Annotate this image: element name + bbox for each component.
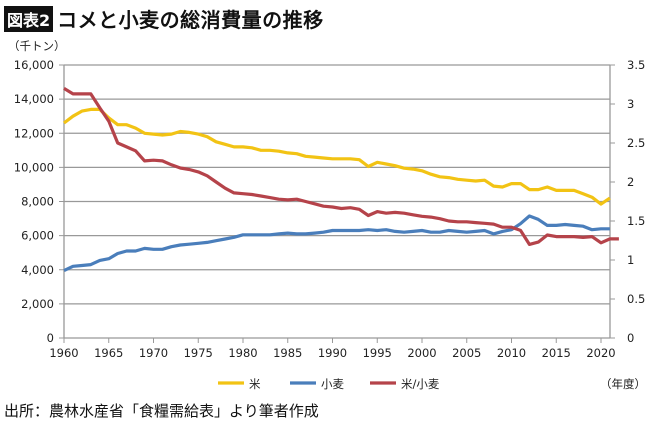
x-tick-label: 1975 xyxy=(184,346,213,360)
y2-tick-label: 0.5 xyxy=(627,292,645,306)
x-tick-label: 2020 xyxy=(586,346,615,360)
y-tick-label: 4,000 xyxy=(21,263,54,277)
y2-tick-label: 2 xyxy=(627,175,634,189)
x-tick-label: 1985 xyxy=(273,346,302,360)
x-tick-label: 1995 xyxy=(363,346,392,360)
x-tick-label: 1960 xyxy=(49,346,78,360)
x-tick-label: 1990 xyxy=(318,346,347,360)
y-tick-label: 10,000 xyxy=(14,160,54,174)
y-tick-label: 2,000 xyxy=(21,297,54,311)
x-tick-label: 2005 xyxy=(452,346,481,360)
y-axis-label: （千トン） xyxy=(8,39,66,53)
y2-tick-label: 1.5 xyxy=(627,214,645,228)
y2-tick-label: 0 xyxy=(627,331,634,345)
y-tick-label: 14,000 xyxy=(14,92,54,106)
series-line-0 xyxy=(63,107,611,206)
legend-label: 米/小麦 xyxy=(401,377,440,391)
series-line-2 xyxy=(63,87,619,246)
x-tick-label: 1965 xyxy=(94,346,123,360)
y2-tick-label: 1 xyxy=(627,253,634,267)
y-tick-label: 6,000 xyxy=(21,229,54,243)
x-tick-label: 2015 xyxy=(542,346,571,360)
y2-tick-label: 3 xyxy=(627,97,634,111)
y2-tick-label: 3.5 xyxy=(627,58,645,72)
x-tick-label: 2000 xyxy=(407,346,436,360)
title-text: コメと小麦の総消費量の推移 xyxy=(57,8,324,32)
series-line-1 xyxy=(63,214,610,273)
x-axis-label: （年度） xyxy=(600,377,646,391)
legend-label: 小麦 xyxy=(321,377,344,391)
figure-badge: 図表2 xyxy=(4,5,54,32)
x-tick-label: 1980 xyxy=(228,346,257,360)
y-tick-label: 0 xyxy=(47,331,54,345)
x-tick-label: 2010 xyxy=(497,346,526,360)
y-tick-label: 12,000 xyxy=(14,126,54,140)
chart-title: 図表2 コメと小麦の総消費量の推移 xyxy=(4,4,324,33)
legend-label: 米 xyxy=(249,377,261,391)
y2-tick-label: 2.5 xyxy=(627,136,645,150)
x-tick-label: 1970 xyxy=(139,346,168,360)
y-tick-label: 8,000 xyxy=(21,195,54,209)
y-tick-label: 16,000 xyxy=(14,58,54,72)
source-note: 出所：農林水産省「食糧需給表」より筆者作成 xyxy=(4,402,319,420)
